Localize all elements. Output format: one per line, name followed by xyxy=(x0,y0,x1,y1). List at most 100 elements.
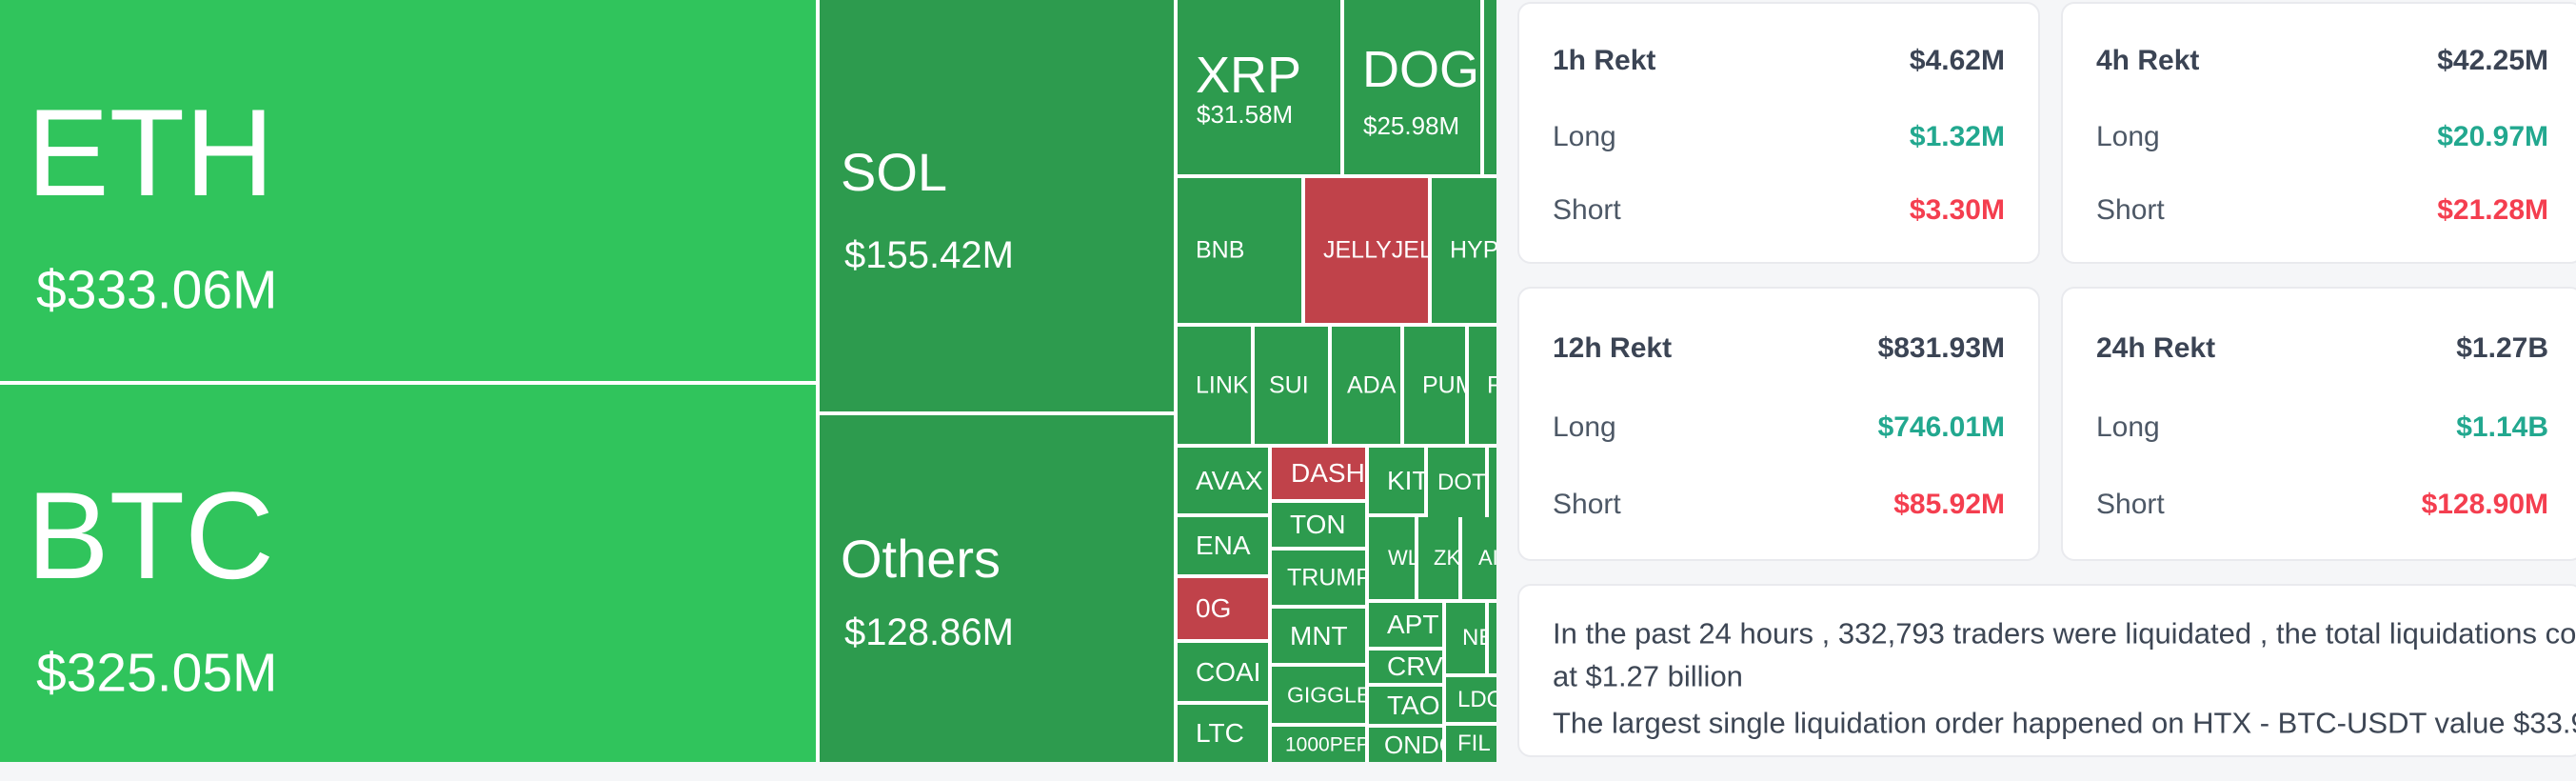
treemap-cell-hype[interactable]: HYPE xyxy=(1432,178,1496,323)
treemap-cell-0g[interactable]: 0G xyxy=(1178,578,1268,639)
treemap-cell-ena[interactable]: ENA xyxy=(1178,517,1268,574)
treemap-cell-label: 0G xyxy=(1196,593,1232,623)
treemap-cell-label: ONDO xyxy=(1384,731,1442,759)
treemap-cell-kite[interactable]: KITE xyxy=(1369,448,1424,513)
stat-card-long-row: Long $746.01M xyxy=(1553,411,2005,445)
treemap-cell-others[interactable]: Others $128.86M xyxy=(820,415,1174,762)
treemap-cell-apt[interactable]: APT xyxy=(1369,603,1442,647)
stat-card-long-row: Long $1.14B xyxy=(2096,411,2548,445)
stat-card-header: 4h Rekt $42.25M xyxy=(2096,45,2548,78)
stat-card-short-row: Short $85.92M xyxy=(1553,489,2005,522)
treemap-cell-btc[interactable]: BTC $325.05M xyxy=(0,385,816,762)
treemap-cell-ton[interactable]: TON xyxy=(1272,503,1365,547)
treemap-cell-label: LTC xyxy=(1196,718,1244,748)
treemap-cell[interactable] xyxy=(1489,603,1496,673)
liquidation-treemap: ETH $333.06M BTC $325.05M SOL $155.42M Others $… xyxy=(0,0,1496,762)
treemap-cell-label: APT xyxy=(1387,610,1439,639)
stat-card-long-row: Long $20.97M xyxy=(2096,120,2548,153)
treemap-cell-label: GIGGLE xyxy=(1287,682,1365,707)
summary-card: In the past 24 hours , 332,793 traders w… xyxy=(1517,584,2576,757)
treemap-cell-label: COAI xyxy=(1196,656,1261,687)
stat-card-total: $4.62M xyxy=(1909,45,2005,77)
short-value: $21.28M xyxy=(2437,193,2548,226)
long-label: Long xyxy=(2096,120,2160,152)
treemap-cell-pump[interactable]: PUMP xyxy=(1404,327,1465,444)
treemap-cell-label: FIL xyxy=(1457,731,1491,756)
stat-card-1h: 1h Rekt $4.62M Long $1.32M Short $3.30M xyxy=(1517,2,2040,264)
treemap-cell-eth[interactable]: ETH $333.06M xyxy=(0,0,816,381)
stat-card-12h: 12h Rekt $831.93M Long $746.01M Short $8… xyxy=(1517,287,2040,561)
treemap-cell-xrp[interactable]: XRP $31.58M xyxy=(1178,0,1340,174)
treemap-cell-fil[interactable]: FIL xyxy=(1446,726,1496,762)
treemap-cell-label: AVAX xyxy=(1196,465,1263,495)
treemap-cell-fartcoin[interactable]: FARTCOIN xyxy=(1469,327,1496,444)
treemap-cell-label: WLD xyxy=(1388,546,1415,570)
treemap-cell-label: ETH xyxy=(27,83,274,222)
stat-card-total: $1.27B xyxy=(2456,332,2548,365)
short-label: Short xyxy=(1553,488,1621,520)
treemap-cell-label: ENA xyxy=(1196,531,1251,560)
stat-card-24h: 24h Rekt $1.27B Long $1.14B Short $128.9… xyxy=(2061,287,2576,561)
long-value: $746.01M xyxy=(1877,411,2005,443)
treemap-cell-coai[interactable]: COAI xyxy=(1178,643,1268,701)
treemap-cell-sui[interactable]: SUI xyxy=(1255,327,1328,444)
treemap-cell-wld[interactable]: WLD xyxy=(1369,517,1415,599)
treemap-cell-ondo[interactable]: ONDO xyxy=(1369,728,1442,762)
treemap-cell-crv[interactable]: CRV xyxy=(1369,651,1442,683)
stat-card-title: 12h Rekt xyxy=(1553,332,1673,365)
treemap-cell[interactable] xyxy=(1484,0,1496,174)
treemap-cell-value: $333.06M xyxy=(36,259,278,321)
treemap-cell-value: $128.86M xyxy=(844,611,1014,653)
treemap-cell-aixbt[interactable]: AIXBT xyxy=(1462,517,1496,599)
short-value: $128.90M xyxy=(2421,488,2548,520)
treemap-cell-ltc[interactable]: LTC xyxy=(1178,705,1268,762)
stat-card-short-row: Short $3.30M xyxy=(1553,194,2005,228)
treemap-cell-label: PUMP xyxy=(1422,371,1465,398)
treemap-cell-sol[interactable]: SOL $155.42M xyxy=(820,0,1174,411)
summary-line-2: at $1.27 billion xyxy=(1553,659,1743,693)
short-value: $85.92M xyxy=(1893,488,2005,520)
treemap-cell-label: FARTCOIN xyxy=(1487,371,1496,398)
treemap-cell[interactable] xyxy=(1489,448,1496,517)
long-value: $1.14B xyxy=(2456,411,2548,443)
stat-card-header: 12h Rekt $831.93M xyxy=(1553,332,2005,366)
treemap-cell-label: MNT xyxy=(1290,620,1348,651)
treemap-cell-trump[interactable]: TRUMP xyxy=(1272,551,1365,605)
stat-card-long-row: Long $1.32M xyxy=(1553,120,2005,153)
treemap-cell-label: 1000PEPE xyxy=(1285,733,1365,755)
treemap-cell-label: HYPE xyxy=(1450,236,1496,264)
treemap-cell-dash[interactable]: DASH xyxy=(1272,448,1365,499)
summary-line-3: The largest single liquidation order hap… xyxy=(1553,706,2576,740)
treemap-cell-label: TON xyxy=(1290,510,1346,539)
treemap-cell-label: KITE xyxy=(1387,465,1424,495)
treemap-cell-label: NEAR xyxy=(1462,625,1485,651)
treemap-cell-ldo[interactable]: LDO xyxy=(1446,677,1496,722)
treemap-cell-label: LINK xyxy=(1196,371,1249,398)
treemap-cell-link[interactable]: LINK xyxy=(1178,327,1251,444)
short-label: Short xyxy=(2096,193,2165,226)
short-label: Short xyxy=(2096,488,2165,520)
treemap-cell-label: SUI xyxy=(1269,371,1309,398)
treemap-cell-label: TRUMP xyxy=(1287,564,1365,591)
treemap-cell-mnt[interactable]: MNT xyxy=(1272,609,1365,663)
treemap-cell-tao[interactable]: TAO xyxy=(1369,687,1442,724)
treemap-cell-label: ADA xyxy=(1347,371,1397,398)
treemap-cell-bnb[interactable]: BNB xyxy=(1178,178,1301,323)
stat-card-title: 4h Rekt xyxy=(2096,45,2200,77)
treemap-cell-ada[interactable]: ADA xyxy=(1332,327,1400,444)
treemap-cell-1000pepe[interactable]: 1000PEPE xyxy=(1272,727,1365,762)
treemap-cell-value: $25.98M xyxy=(1363,110,1460,140)
treemap-cell-doge[interactable]: DOGE $25.98M xyxy=(1344,0,1480,174)
treemap-cell-dot[interactable]: DOT xyxy=(1428,448,1485,517)
stat-card-title: 1h Rekt xyxy=(1553,45,1656,77)
treemap-cell-label: JELLYJELLY xyxy=(1323,236,1428,264)
treemap-cell-near[interactable]: NEAR xyxy=(1446,603,1485,673)
treemap-cell-label: BTC xyxy=(27,466,274,606)
treemap-cell-jellyjelly[interactable]: JELLYJELLY xyxy=(1305,178,1428,323)
treemap-cell-giggle[interactable]: GIGGLE xyxy=(1272,667,1365,723)
treemap-cell-avax[interactable]: AVAX xyxy=(1178,448,1268,513)
treemap-cell-zk[interactable]: ZK xyxy=(1418,517,1458,599)
treemap-cell-label: AIXBT xyxy=(1478,546,1496,570)
short-value: $3.30M xyxy=(1909,193,2005,226)
